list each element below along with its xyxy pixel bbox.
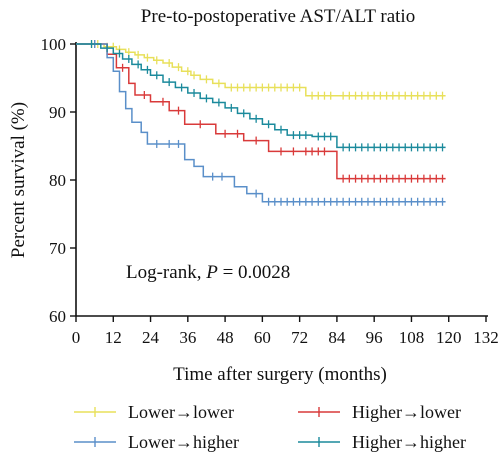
legend: Lower→lower Higher→lower Lower→higher Highe…	[74, 402, 466, 452]
legend-item-3: Lower→higher	[74, 432, 239, 452]
x-axis: 0 12 24 36 48 60 72 84 96 108 120 132	[72, 315, 499, 347]
survival-curve	[76, 43, 446, 203]
legend-label: Lower→lower	[128, 402, 234, 422]
x-tick-label: 0	[72, 328, 81, 347]
y-tick-label: 70	[49, 239, 66, 258]
series-2	[76, 40, 446, 183]
x-tick-label: 72	[291, 328, 308, 347]
x-tick-label: 24	[142, 328, 160, 347]
x-tick-label: 120	[436, 328, 462, 347]
x-tick-label: 60	[254, 328, 271, 347]
x-tick-label: 96	[366, 328, 383, 347]
series-layer	[76, 40, 446, 206]
y-tick-label: 80	[49, 171, 66, 190]
x-tick-label: 48	[217, 328, 234, 347]
legend-item-2: Higher→lower	[298, 402, 461, 422]
x-tick-label: 12	[105, 328, 122, 347]
x-tick-label: 36	[179, 328, 196, 347]
survival-curve	[76, 43, 446, 180]
legend-item-1: Lower→lower	[74, 402, 234, 422]
legend-label: Higher→higher	[352, 432, 466, 452]
x-tick-label: 84	[328, 328, 346, 347]
x-axis-label: Time after surgery (months)	[173, 364, 387, 385]
x-tick-label: 132	[473, 328, 499, 347]
legend-label: Lower→higher	[128, 432, 239, 452]
survival-curve	[76, 43, 446, 97]
chart-title: Pre-to-postoperative AST/ALT ratio	[141, 6, 415, 27]
series-3	[76, 40, 446, 206]
series-1	[76, 40, 446, 100]
series-4	[76, 40, 446, 152]
legend-item-4: Higher→higher	[298, 432, 466, 452]
legend-label: Higher→lower	[352, 402, 461, 422]
y-axis-label: Percent survival (%)	[8, 102, 29, 258]
y-axis: 60 70 80 90 100	[41, 35, 77, 326]
y-tick-label: 90	[49, 103, 66, 122]
y-tick-label: 60	[49, 307, 66, 326]
logrank-prefix: Log-rank,	[126, 262, 206, 283]
x-tick-label: 108	[399, 328, 425, 347]
logrank-p-value: = 0.0028	[218, 262, 290, 283]
logrank-p-symbol: P	[205, 262, 218, 283]
y-tick-label: 100	[41, 35, 67, 54]
logrank-annotation: Log-rank, P = 0.0028	[126, 262, 290, 283]
